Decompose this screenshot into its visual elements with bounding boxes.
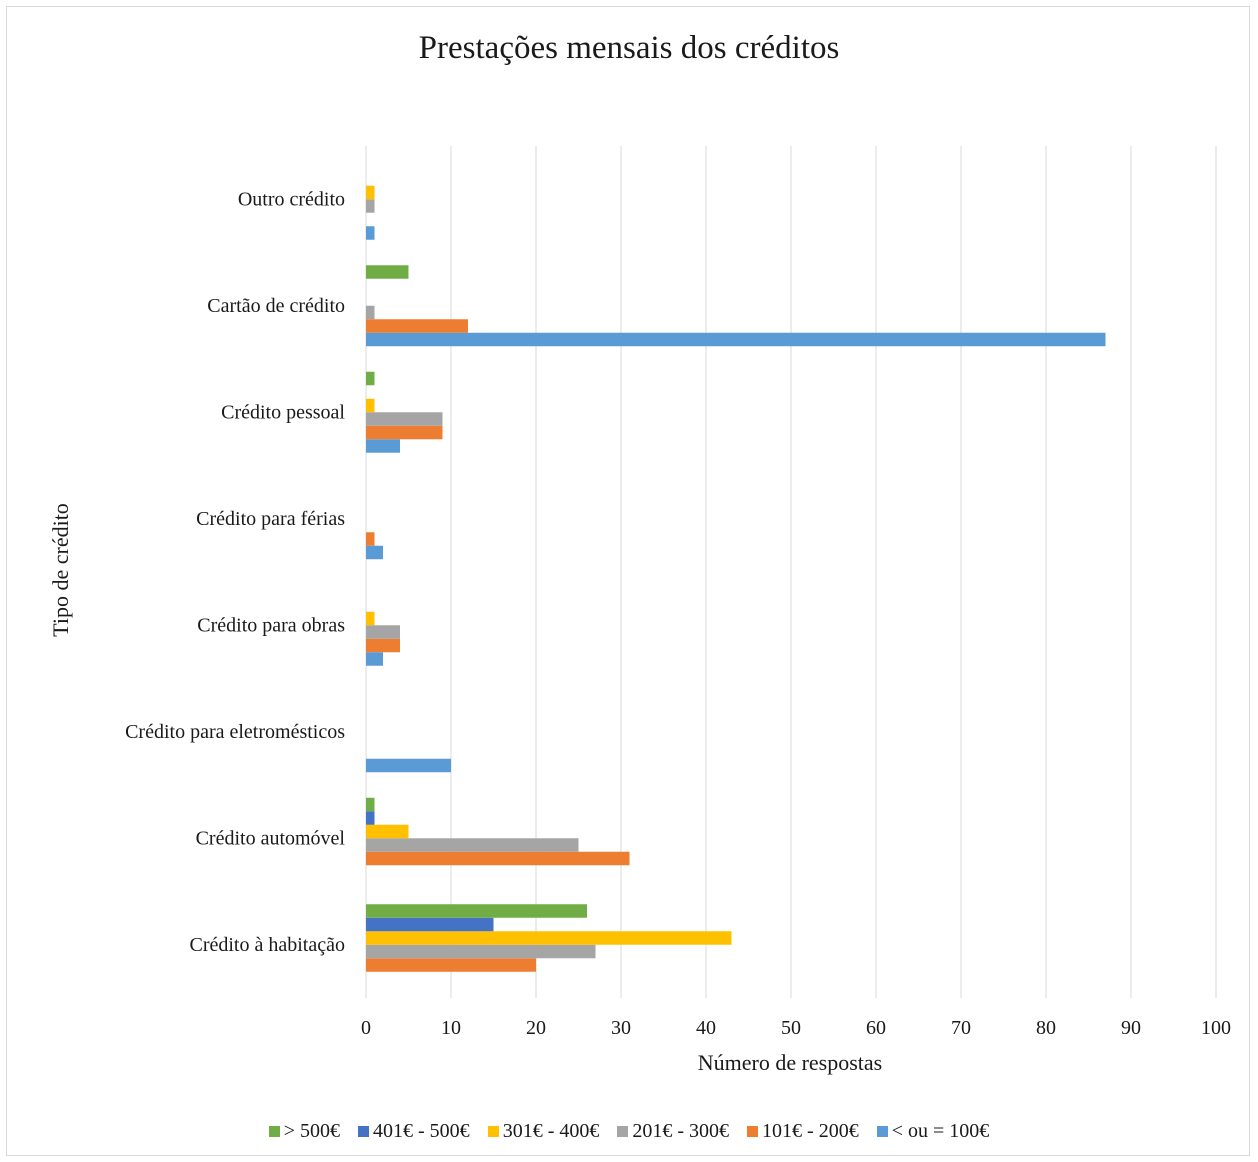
legend-label: > 500€ (283, 1120, 341, 1142)
bar (366, 226, 375, 240)
bar (366, 904, 587, 918)
bar (366, 811, 375, 825)
legend-label: 401€ - 500€ (373, 1120, 470, 1142)
category-labels: Crédito à habitação Crédito automóvel Créd… (125, 188, 345, 956)
bar (366, 638, 400, 653)
legend-swatch (268, 1126, 280, 1137)
x-tick-label: 20 (526, 1017, 546, 1039)
x-tick-label: 50 (781, 1017, 801, 1039)
category-label: Outro crédito (238, 188, 345, 210)
category-label: Crédito para obras (197, 614, 345, 636)
legend: > 500€ 401€ - 500€ 301€ - 400€ 201€ - 300€ 1… (0, 1120, 1258, 1143)
bar (366, 439, 400, 453)
bar (366, 611, 375, 626)
x-tick-label: 30 (611, 1017, 631, 1039)
category-label: Crédito para férias (196, 508, 345, 530)
x-tick-label: 40 (696, 1017, 716, 1039)
bar (366, 371, 375, 386)
bars (366, 185, 1106, 972)
legend-label: < ou = 100€ (891, 1120, 990, 1142)
bar (366, 838, 579, 852)
bar (366, 851, 630, 866)
bar (366, 185, 375, 200)
bar (366, 319, 468, 333)
category-label: Crédito à habitação (190, 934, 346, 956)
x-tick-label: 70 (951, 1017, 971, 1039)
legend-item: > 500€ (268, 1120, 341, 1143)
legend-item: < ou = 100€ (876, 1120, 990, 1143)
legend-label: 201€ - 300€ (632, 1120, 730, 1142)
category-label: Crédito automóvel (196, 827, 346, 849)
x-tick-label: 90 (1121, 1017, 1141, 1039)
bar (366, 944, 596, 959)
legend-item: 301€ - 400€ (487, 1120, 600, 1143)
x-tick-label: 60 (866, 1017, 886, 1039)
y-axis-title: Tipo de crédito (48, 503, 73, 637)
x-tick-labels: 0 10 20 30 40 50 60 70 80 90 100 (361, 1017, 1231, 1039)
bar (366, 797, 375, 812)
legend-swatch (876, 1126, 888, 1137)
legend-swatch (358, 1126, 370, 1137)
bar (366, 199, 375, 213)
legend-label: 301€ - 400€ (502, 1120, 600, 1142)
bar (366, 917, 494, 932)
x-axis-title: Número de respostas (698, 1050, 883, 1075)
legend-label: 101€ - 200€ (762, 1120, 859, 1142)
bar (366, 532, 375, 546)
category-label: Crédito pessoal (221, 401, 345, 423)
bar (366, 824, 409, 839)
bar (366, 652, 383, 666)
bar (366, 332, 1106, 347)
x-tick-label: 80 (1036, 1017, 1056, 1039)
bar (366, 265, 409, 279)
bar (366, 545, 383, 560)
bar (366, 931, 732, 945)
x-tick-label: 100 (1201, 1017, 1231, 1039)
legend-item: 401€ - 500€ (358, 1120, 470, 1143)
x-tick-label: 0 (361, 1017, 371, 1039)
bar (366, 398, 375, 413)
legend-item: 101€ - 200€ (747, 1120, 859, 1143)
bar (366, 412, 443, 426)
legend-item: 201€ - 300€ (617, 1120, 729, 1143)
legend-swatch (617, 1126, 629, 1137)
category-label: Crédito para eletromésticos (125, 721, 345, 743)
chart-frame (6, 6, 1250, 1156)
x-tick-label: 10 (441, 1017, 461, 1039)
gridlines (365, 146, 1217, 998)
bar (366, 425, 443, 440)
bar (366, 305, 375, 320)
category-label: Cartão de crédito (207, 295, 345, 317)
bar (366, 958, 536, 972)
bar (366, 758, 451, 773)
legend-swatch (747, 1126, 759, 1137)
legend-swatch (487, 1126, 499, 1137)
chart-title: Prestações mensais dos créditos (418, 30, 840, 66)
bar (366, 625, 400, 639)
